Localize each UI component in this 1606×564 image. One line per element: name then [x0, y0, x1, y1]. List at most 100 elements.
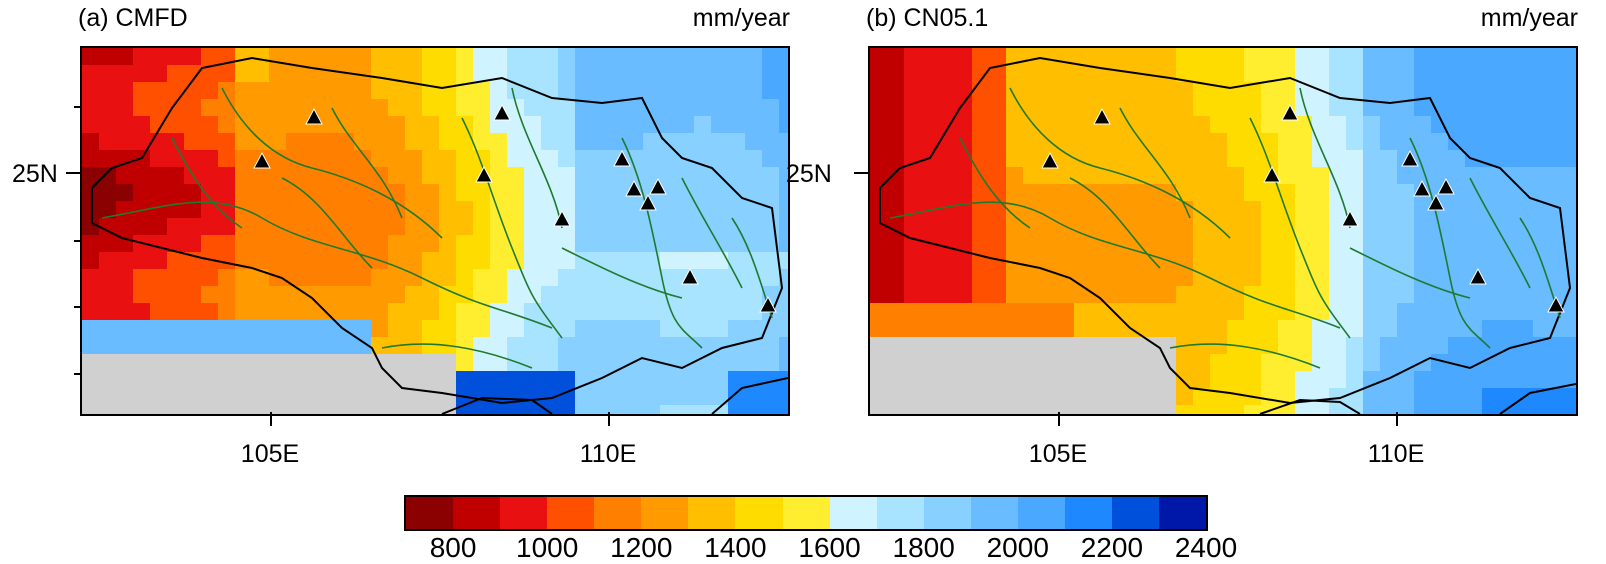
grid-cell: [1312, 201, 1330, 219]
grid-cell: [1295, 371, 1313, 389]
coastline: [1499, 383, 1576, 414]
grid-cell: [762, 133, 780, 151]
grid-cell: [354, 48, 372, 66]
grid-cell: [201, 354, 219, 372]
grid-cell: [99, 65, 117, 83]
grid-cell: [779, 99, 788, 117]
grid-cell: [371, 371, 389, 389]
grid-cell: [473, 133, 491, 151]
grid-cell: [1431, 82, 1449, 100]
grid-cell: [955, 303, 973, 321]
station-triangle-icon: [1547, 295, 1565, 313]
grid-cell: [1414, 82, 1432, 100]
grid-cell: [235, 133, 253, 151]
grid-cell: [286, 252, 304, 270]
grid-cell: [904, 65, 922, 83]
grid-cell: [99, 269, 117, 287]
grid-cell: [779, 337, 788, 355]
grid-cell: [286, 65, 304, 83]
grid-cell: [938, 184, 956, 202]
grid-cell: [609, 99, 627, 117]
grid-cell: [1057, 65, 1075, 83]
grid-cell: [218, 354, 236, 372]
grid-cell: [1006, 388, 1024, 406]
grid-cell: [490, 371, 508, 389]
grid-cell: [286, 286, 304, 304]
grid-cell: [1159, 150, 1177, 168]
grid-cell: [626, 269, 644, 287]
grid-cell: [609, 286, 627, 304]
grid-cell: [1261, 116, 1279, 134]
grid-cell: [887, 167, 905, 185]
grid-cell: [1533, 286, 1551, 304]
grid-cell: [1312, 303, 1330, 321]
grid-cell: [1142, 269, 1160, 287]
grid-cell: [337, 150, 355, 168]
grid-cell: [921, 371, 939, 389]
grid-cell: [1465, 235, 1483, 253]
grid-cell: [388, 99, 406, 117]
grid-cell: [694, 65, 712, 83]
grid-cell: [762, 354, 780, 372]
grid-cell: [1380, 235, 1398, 253]
grid-cell: [388, 201, 406, 219]
grid-cell: [167, 286, 185, 304]
grid-cell: [541, 405, 559, 414]
grid-cell: [1329, 286, 1347, 304]
grid-cell: [354, 286, 372, 304]
grid-cell: [218, 133, 236, 151]
grid-cell: [1499, 133, 1517, 151]
grid-cell: [1057, 371, 1075, 389]
station-markers: [253, 103, 777, 313]
grid-cell: [1244, 405, 1262, 414]
grid-cell: [388, 320, 406, 338]
grid-cell: [1108, 201, 1126, 219]
grid-cell: [745, 303, 763, 321]
grid-cell: [405, 48, 423, 66]
grid-cell: [1363, 99, 1381, 117]
grid-cell: [1023, 235, 1041, 253]
grid-cell: [660, 388, 678, 406]
grid-cell: [1465, 218, 1483, 236]
grid-cell: [1465, 82, 1483, 100]
grid-cell: [422, 99, 440, 117]
grid-cell: [989, 48, 1007, 66]
grid-cell: [1567, 150, 1576, 168]
grid-cell: [337, 337, 355, 355]
grid-cell: [643, 116, 661, 134]
precip-grid: [870, 48, 1576, 414]
grid-cell: [660, 218, 678, 236]
grid-cell: [1278, 371, 1296, 389]
grid-cell: [558, 99, 576, 117]
grid-cell: [1550, 82, 1568, 100]
grid-cell: [1023, 184, 1041, 202]
grid-cell: [1210, 235, 1228, 253]
grid-cell: [167, 252, 185, 270]
grid-cell: [82, 218, 100, 236]
grid-cell: [870, 320, 888, 338]
grid-cell: [989, 82, 1007, 100]
grid-cell: [286, 133, 304, 151]
grid-cell: [1346, 371, 1364, 389]
grid-cell: [1210, 269, 1228, 287]
grid-cell: [439, 184, 457, 202]
grid-cell: [1380, 337, 1398, 355]
grid-cell: [473, 99, 491, 117]
grid-cell: [694, 116, 712, 134]
grid-cell: [1210, 99, 1228, 117]
grid-cell: [1176, 150, 1194, 168]
grid-cell: [507, 184, 525, 202]
station-triangle-icon: [1427, 193, 1445, 211]
grid-cell: [904, 99, 922, 117]
grid-cell: [904, 354, 922, 372]
grid-cell: [82, 286, 100, 304]
grid-cell: [870, 286, 888, 304]
river: [461, 117, 563, 339]
grid-cell: [1516, 337, 1534, 355]
grid-cell: [1295, 252, 1313, 270]
grid-cell: [439, 388, 457, 406]
grid-cell: [541, 269, 559, 287]
grid-cell: [269, 184, 287, 202]
grid-cell: [779, 48, 788, 66]
grid-cell: [1278, 82, 1296, 100]
